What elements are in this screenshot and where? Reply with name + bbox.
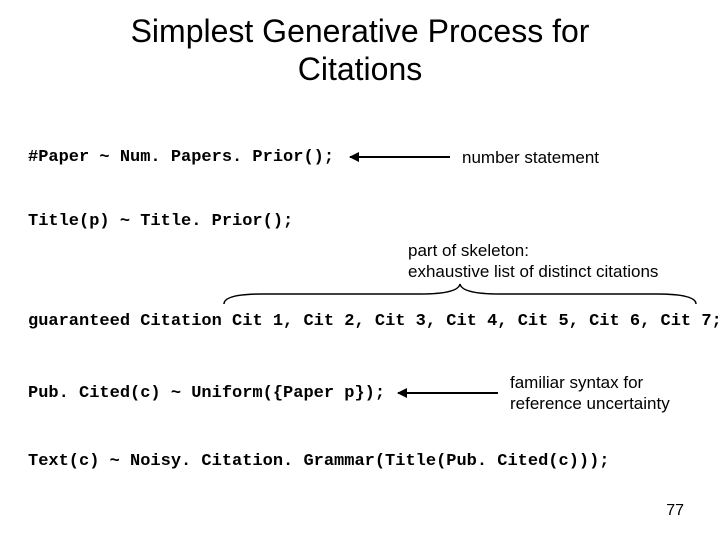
brace-icon — [222, 282, 698, 306]
code-citation-list: Cit 1, Cit 2, Cit 3, Cit 4, Cit 5, Cit 6… — [232, 312, 720, 331]
annot-familiar-line2: reference uncertainty — [510, 394, 670, 413]
code-textc: Text(c) ~ Noisy. Citation. Grammar(Title… — [28, 452, 610, 471]
slide-title: Simplest Generative Process for Citation… — [0, 0, 720, 89]
annot-skeleton: part of skeleton: exhaustive list of dis… — [408, 240, 658, 283]
arrow-to-number-statement — [350, 156, 450, 158]
code-title: Title(p) ~ Title. Prior(); — [28, 212, 293, 231]
page-number: 77 — [666, 502, 684, 520]
arrow-to-familiar-syntax — [398, 392, 498, 394]
title-line-2: Citations — [298, 51, 423, 87]
code-guaranteed: guaranteed Citation Cit 1, Cit 2, Cit 3,… — [28, 312, 720, 331]
code-numpapers: #Paper ~ Num. Papers. Prior(); — [28, 148, 334, 167]
annot-familiar-syntax: familiar syntax for reference uncertaint… — [510, 372, 670, 415]
annot-skeleton-line2: exhaustive list of distinct citations — [408, 262, 658, 281]
annot-skeleton-line1: part of skeleton: — [408, 241, 529, 260]
code-pubcited: Pub. Cited(c) ~ Uniform({Paper p}); — [28, 384, 385, 403]
title-line-1: Simplest Generative Process for — [131, 13, 590, 49]
annot-familiar-line1: familiar syntax for — [510, 373, 643, 392]
annot-number-statement: number statement — [462, 147, 599, 168]
code-guaranteed-prefix: guaranteed Citation — [28, 312, 232, 331]
